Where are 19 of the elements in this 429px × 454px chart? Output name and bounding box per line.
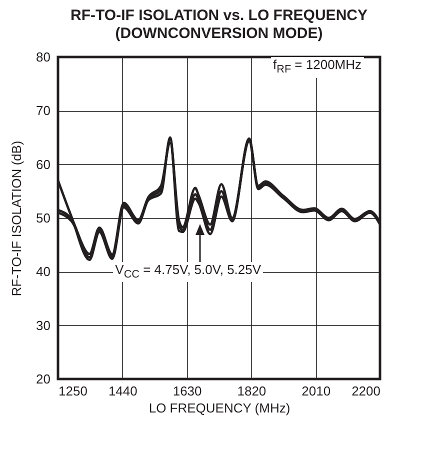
y-tick-label: 30 [36,318,50,333]
chart-title: RF-TO-IF ISOLATION vs. LO FREQUENCY [70,7,368,24]
x-tick-label: 1250 [58,384,88,398]
y-axis-title: RF-TO-IF ISOLATION (dB) [9,140,24,296]
chart-subtitle: (DOWNCONVERSION MODE) [115,25,323,42]
annotation: V$_{CC}$ = 4.75V, 5.0V, 5.25V [113,262,264,282]
y-tick-label: 40 [36,264,50,280]
x-tick-label: 2200 [352,384,380,398]
y-tick-label: 50 [36,210,50,226]
y-tick-label: 70 [36,103,50,118]
y-tick-label: 80 [36,50,50,64]
x-tick-label: 2010 [302,384,331,398]
x-tick-label: 1440 [108,384,138,398]
x-tick-label: 1820 [237,384,266,398]
y-tick-label: 60 [36,156,50,172]
annotation: f$_{RF}$ = 1200MHz [271,57,364,78]
x-tick-label: 1630 [172,384,202,398]
y-tick-label: 20 [36,372,50,386]
x-axis-title: LO FREQUENCY (MHz) [148,400,290,416]
